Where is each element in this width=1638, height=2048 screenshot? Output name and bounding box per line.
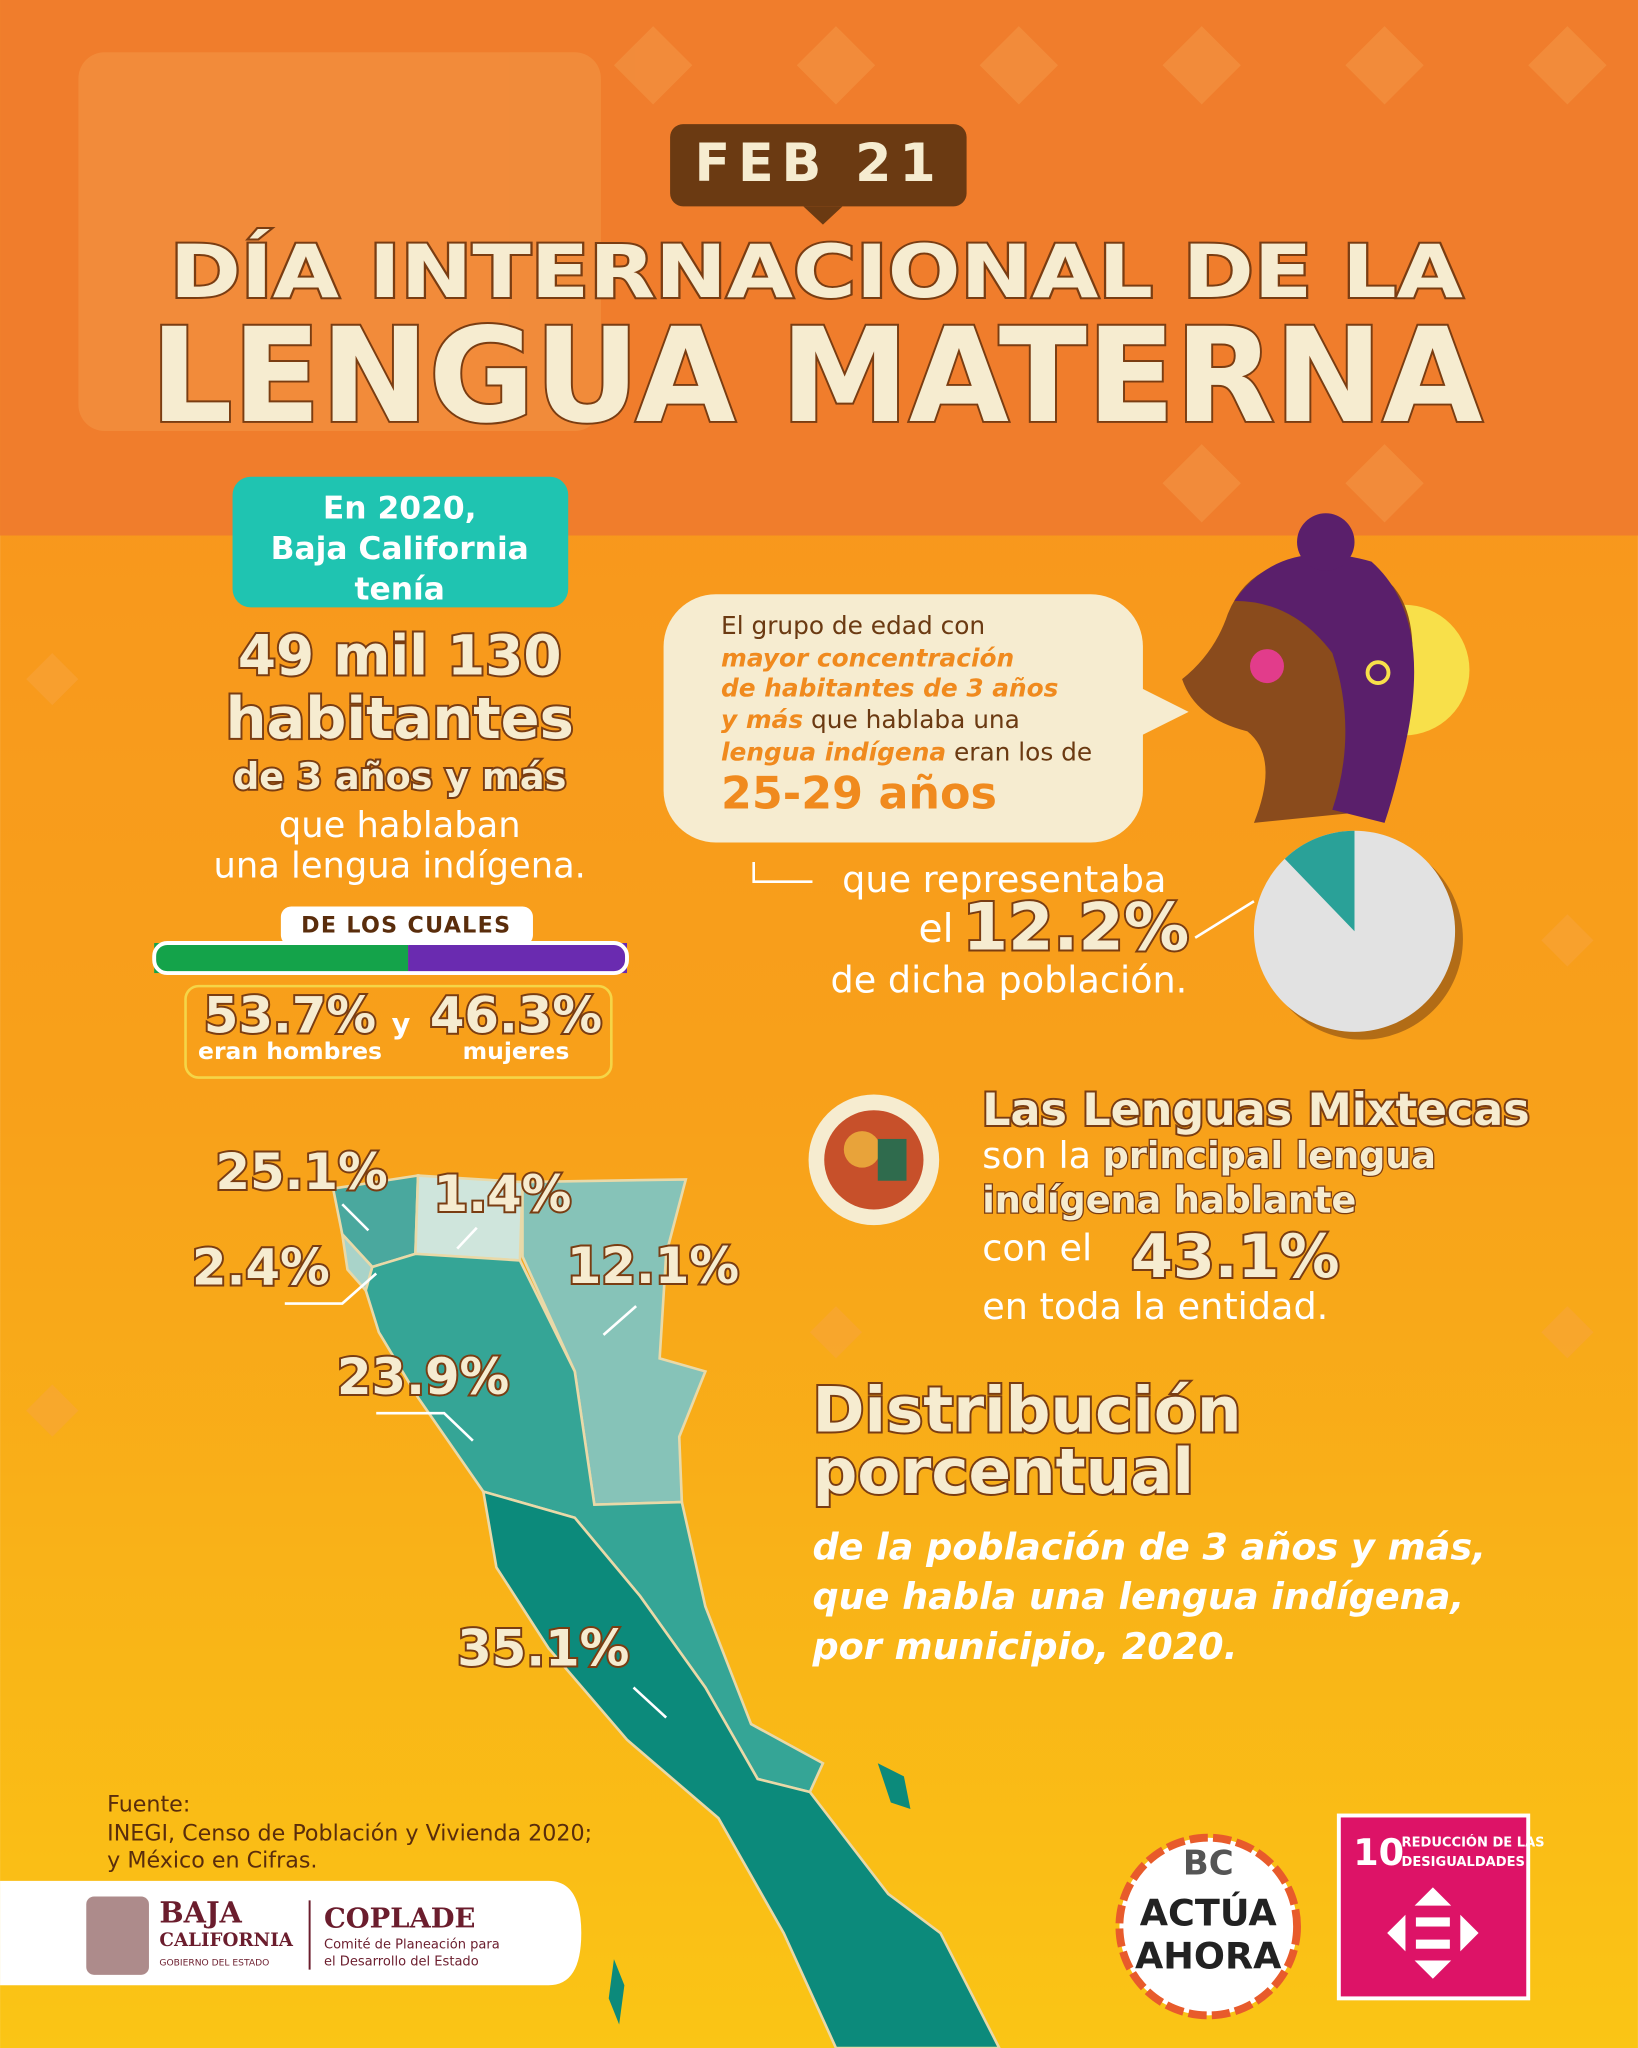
distribution-subtitle: que habla una lengua indígena, xyxy=(812,1575,1464,1618)
gender-bar-outline xyxy=(152,941,629,976)
text-line: de habitantes de 3 años xyxy=(721,674,1058,703)
text-part: eran los de xyxy=(946,738,1092,767)
municipality-region xyxy=(521,1178,708,1506)
text-part: que hablaba una xyxy=(803,705,1020,734)
sdg-number: 10 xyxy=(1353,1831,1404,1874)
description-line: que hablaban xyxy=(279,805,521,846)
gender-caption: mujeres xyxy=(463,1037,570,1065)
leader-line xyxy=(602,1305,638,1336)
share-value: 12.2% xyxy=(963,889,1190,965)
text-line: lengua indígena eran los de xyxy=(721,738,1092,767)
map xyxy=(331,1173,1001,2048)
source-line: y México en Cifras. xyxy=(107,1848,317,1874)
share-prefix: el xyxy=(919,907,954,952)
title-main: LENGUA MATERNA xyxy=(150,300,1482,452)
text-part: El grupo de edad con xyxy=(721,611,985,640)
campaign-line: BC xyxy=(1183,1844,1234,1884)
age-range: 25-29 años xyxy=(721,769,997,820)
municipality-region xyxy=(481,1489,1001,2048)
age: de 3 años y más xyxy=(233,755,566,798)
municipality-label: 1.4% xyxy=(434,1165,572,1223)
share-after: de dicha población. xyxy=(831,959,1188,1002)
description-line: una lengua indígena. xyxy=(214,845,586,886)
intro-box xyxy=(232,476,569,608)
source-heading: Fuente: xyxy=(107,1792,190,1818)
leader-line xyxy=(1194,900,1255,939)
speech-bubble xyxy=(663,594,1143,843)
state-subtitle: GOBIERNO DEL ESTADO xyxy=(159,1959,269,1969)
emphasis: principal lengua xyxy=(1103,1134,1436,1177)
emphasis: y más xyxy=(721,705,803,734)
leader-line xyxy=(632,1686,668,1719)
gender-bar xyxy=(408,943,627,974)
speech-bubble-tail xyxy=(1123,679,1189,745)
codex-illustration xyxy=(808,1094,940,1226)
gender-bar xyxy=(154,943,409,974)
text-part: son la xyxy=(982,1134,1102,1177)
woman-illustration xyxy=(1182,513,1470,823)
gender-value: 46.3% xyxy=(430,986,602,1044)
language-suffix: en toda la entidad. xyxy=(982,1285,1328,1328)
sdg-line: DESIGUALDADES xyxy=(1402,1855,1525,1870)
text-line: y más que hablaba una xyxy=(721,705,1020,734)
municipality-label: 25.1% xyxy=(216,1143,388,1201)
agency-name: COPLADE xyxy=(324,1903,475,1935)
distribution-title: porcentual xyxy=(812,1435,1194,1508)
leader-line xyxy=(284,1272,378,1305)
agency-line: Comité de Planeación para xyxy=(324,1937,500,1952)
campaign-line: AHORA xyxy=(1135,1934,1282,1977)
municipality-label: 12.1% xyxy=(567,1237,739,1295)
leader-line xyxy=(456,1226,478,1250)
campaign-line: ACTÚA xyxy=(1140,1890,1278,1934)
intro-line: tenía xyxy=(355,571,445,607)
municipality-label: 23.9% xyxy=(337,1348,509,1406)
gender-box xyxy=(184,984,613,1079)
campaign-badge xyxy=(1115,1833,1301,2020)
emphasis: lengua indígena xyxy=(721,738,946,767)
gender-heading: DE LOS CUALES xyxy=(301,913,511,939)
state-name: BAJA xyxy=(159,1895,242,1929)
gender-value: 53.7% xyxy=(204,986,376,1044)
municipality-label: 2.4% xyxy=(192,1238,330,1296)
gender-caption: eran hombres xyxy=(198,1037,382,1065)
leader-line xyxy=(341,1203,370,1232)
text-line: El grupo de edad con xyxy=(721,611,985,640)
agency-line: el Desarrollo del Estado xyxy=(324,1954,479,1969)
state-shield xyxy=(86,1896,149,1975)
gender-connector: y xyxy=(392,1006,411,1040)
date-badge xyxy=(670,124,967,207)
emphasis: indígena hablante xyxy=(982,1178,1356,1221)
language-prefix: con el xyxy=(982,1226,1092,1269)
count: 49 mil 130 xyxy=(238,624,562,688)
emphasis: mayor concentración xyxy=(721,644,1014,673)
municipality-label: 35.1% xyxy=(457,1620,629,1678)
pie-slice xyxy=(1284,830,1355,932)
unit: habitantes xyxy=(226,685,574,752)
leader-line xyxy=(376,1411,474,1442)
date-badge-tail xyxy=(803,206,843,225)
source-line: INEGI, Censo de Población y Vivienda 202… xyxy=(107,1820,592,1846)
text-line: son la principal lengua xyxy=(982,1134,1436,1177)
distribution-title: Distribución xyxy=(812,1374,1241,1447)
distribution-subtitle: de la población de 3 años y más, xyxy=(812,1526,1486,1569)
text-line: mayor concentración xyxy=(721,644,1014,673)
text-line: indígena hablante xyxy=(982,1178,1356,1221)
title-top: DÍA INTERNACIONAL DE LA xyxy=(170,229,1464,315)
intro-line: Baja California xyxy=(271,531,529,567)
intro-line: En 2020, xyxy=(323,490,477,526)
heading-tab xyxy=(280,906,533,946)
language-value: 43.1% xyxy=(1131,1222,1339,1292)
emphasis: de habitantes de 3 años xyxy=(721,674,1058,703)
pattern xyxy=(78,26,1607,523)
state-name: CALIFORNIA xyxy=(159,1930,293,1951)
share-before: que representaba xyxy=(842,858,1166,901)
distribution-subtitle: por municipio, 2020. xyxy=(811,1625,1237,1668)
leader-line xyxy=(752,862,813,883)
sdg-line: REDUCCIÓN DE LAS xyxy=(1402,1834,1545,1850)
date: FEB 21 xyxy=(694,134,943,194)
language-name: Las Lenguas Mixtecas xyxy=(982,1085,1529,1136)
